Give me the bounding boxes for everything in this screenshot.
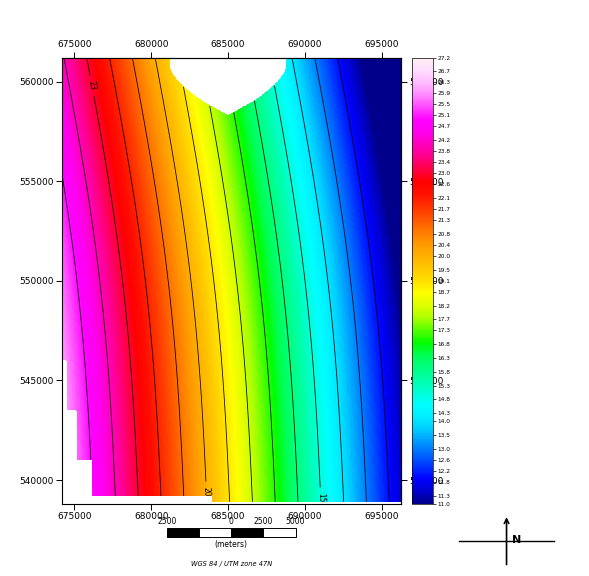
- Bar: [167, 528, 199, 536]
- Text: 5000: 5000: [286, 517, 305, 526]
- Text: 2500: 2500: [157, 517, 177, 526]
- Text: (meters): (meters): [214, 540, 248, 550]
- Text: 0: 0: [229, 517, 234, 526]
- Text: WGS 84 / UTM zone 47N: WGS 84 / UTM zone 47N: [191, 562, 272, 567]
- Bar: [199, 528, 231, 536]
- Text: N: N: [512, 535, 522, 545]
- Text: 15: 15: [316, 493, 325, 503]
- Bar: [263, 528, 296, 536]
- Text: 2500: 2500: [254, 517, 273, 526]
- Bar: [231, 528, 263, 536]
- Text: 23: 23: [87, 80, 97, 91]
- Text: 20: 20: [201, 487, 211, 497]
